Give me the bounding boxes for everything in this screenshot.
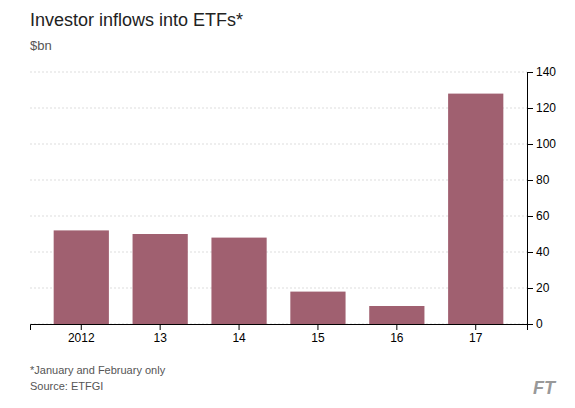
bar	[54, 230, 109, 324]
chart: 2012 13 14 15 16 17 0 20 40 60 80 100 120 140 Investor…	[0, 0, 575, 408]
x-tick: 17	[469, 324, 483, 345]
footnote: *January and February only	[30, 364, 166, 376]
y-tick: 60	[527, 209, 550, 223]
y-tick: 140	[527, 65, 556, 79]
x-tick-mark	[160, 324, 161, 330]
bar	[133, 234, 188, 324]
x-tick-label: 2012	[68, 331, 95, 345]
x-tick: 16	[390, 324, 404, 345]
bar	[290, 292, 345, 324]
y-tick-label: 60	[536, 209, 550, 223]
y-tick: 0	[527, 317, 543, 331]
x-tick-label: 13	[153, 331, 167, 345]
y-tick-label: 80	[536, 173, 550, 187]
y-axis-line	[528, 73, 534, 325]
y-tick-label: 40	[536, 245, 550, 259]
y-tick-label: 0	[536, 317, 543, 331]
y-tick: 20	[527, 281, 550, 295]
y-tick: 40	[527, 245, 550, 259]
x-tick: 14	[232, 324, 246, 345]
footnote: Source: ETFGI	[30, 380, 103, 392]
y-tick-mark	[527, 144, 533, 145]
grid	[30, 72, 527, 324]
y-tick-label: 20	[536, 281, 550, 295]
y-tick-mark	[527, 216, 533, 217]
x-tick: 15	[311, 324, 325, 345]
y-tick-mark	[527, 252, 533, 253]
bar	[448, 94, 503, 324]
y-tick: 100	[527, 137, 556, 151]
y-tick-mark	[527, 108, 533, 109]
y-tick-mark	[527, 288, 533, 289]
x-axis-line	[31, 325, 528, 331]
subtitle: $bn	[30, 38, 52, 53]
y-tick-label: 120	[536, 101, 556, 115]
y-tick: 80	[527, 173, 550, 187]
y-axis: 0 20 40 60 80 100 120 140	[527, 65, 556, 331]
logo: FT	[533, 378, 557, 398]
x-tick-mark	[81, 324, 82, 330]
x-tick-mark	[396, 324, 397, 330]
x-tick-mark	[239, 324, 240, 330]
y-tick-mark	[527, 72, 533, 73]
title: Investor inflows into ETFs*	[30, 10, 243, 30]
y-tick-mark	[527, 180, 533, 181]
bar	[369, 306, 424, 324]
grid-line	[30, 72, 527, 73]
x-tick: 13	[153, 324, 167, 345]
x-tick-label: 14	[232, 331, 246, 345]
bars	[54, 94, 504, 324]
x-tick: 2012	[68, 324, 95, 345]
y-tick-label: 100	[536, 137, 556, 151]
x-tick-mark	[475, 324, 476, 330]
y-tick: 120	[527, 101, 556, 115]
bar	[211, 238, 266, 324]
x-tick-label: 15	[311, 331, 325, 345]
x-tick-label: 17	[469, 331, 483, 345]
x-tick-label: 16	[390, 331, 404, 345]
x-axis: 2012 13 14 15 16 17	[31, 324, 528, 345]
x-tick-mark	[317, 324, 318, 330]
y-tick-mark	[527, 324, 533, 325]
y-tick-label: 140	[536, 65, 556, 79]
plot: 2012 13 14 15 16 17 0 20 40 60 80 100 120 140	[30, 65, 556, 344]
